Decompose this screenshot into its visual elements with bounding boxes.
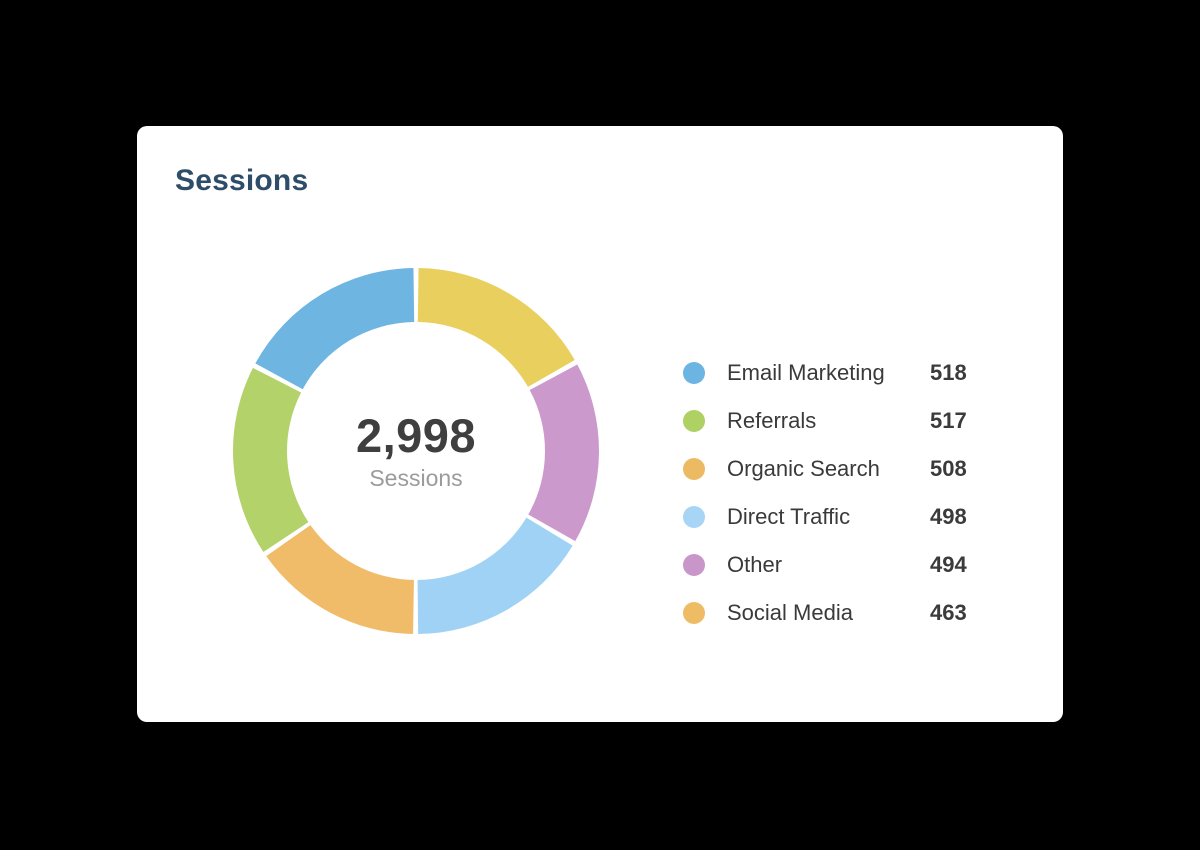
legend-color-dot	[683, 554, 705, 576]
legend-item[interactable]: Referrals 517	[683, 397, 973, 445]
legend-label: Direct Traffic	[727, 504, 851, 529]
donut-segment-email-marketing[interactable]	[255, 268, 415, 390]
legend-label: Organic Search	[727, 456, 880, 481]
legend-color-dot	[683, 362, 705, 384]
donut-segment-social-media[interactable]	[266, 525, 414, 634]
legend-label: Referrals	[727, 408, 817, 433]
legend-item[interactable]: Direct Traffic 498	[683, 493, 973, 541]
donut-segment-referrals[interactable]	[233, 367, 309, 552]
card-title: Sessions	[175, 164, 309, 197]
legend-color-dot	[683, 602, 705, 624]
legend-value: 494	[930, 552, 967, 577]
legend-item[interactable]: Organic Search 508	[683, 445, 973, 493]
donut-chart-area: 2,998 Sessions	[233, 268, 599, 634]
donut-chart	[233, 268, 599, 634]
legend-color-dot	[683, 506, 705, 528]
donut-segment-organic-search[interactable]	[417, 268, 575, 387]
legend-value: 508	[930, 456, 967, 481]
legend-label: Social Media	[727, 600, 853, 625]
legend-value: 463	[930, 600, 967, 625]
legend-item[interactable]: Email Marketing 518	[683, 349, 973, 397]
legend-value: 517	[930, 408, 967, 433]
donut-segment-other[interactable]	[528, 364, 599, 542]
legend-label: Email Marketing	[727, 360, 885, 385]
legend-label: Other	[727, 552, 783, 577]
legend-color-dot	[683, 410, 705, 432]
legend-value: 498	[930, 504, 967, 529]
donut-segment-direct-traffic[interactable]	[417, 517, 573, 634]
legend-color-dot	[683, 458, 705, 480]
legend-item[interactable]: Social Media 463	[683, 589, 973, 637]
legend-value: 518	[930, 360, 967, 385]
legend-item[interactable]: Other 494	[683, 541, 973, 589]
sessions-card: Sessions 2,998 Sessions Email Marketing …	[137, 126, 1063, 722]
legend: Email Marketing 518 Referrals 517 Organi…	[683, 349, 973, 637]
